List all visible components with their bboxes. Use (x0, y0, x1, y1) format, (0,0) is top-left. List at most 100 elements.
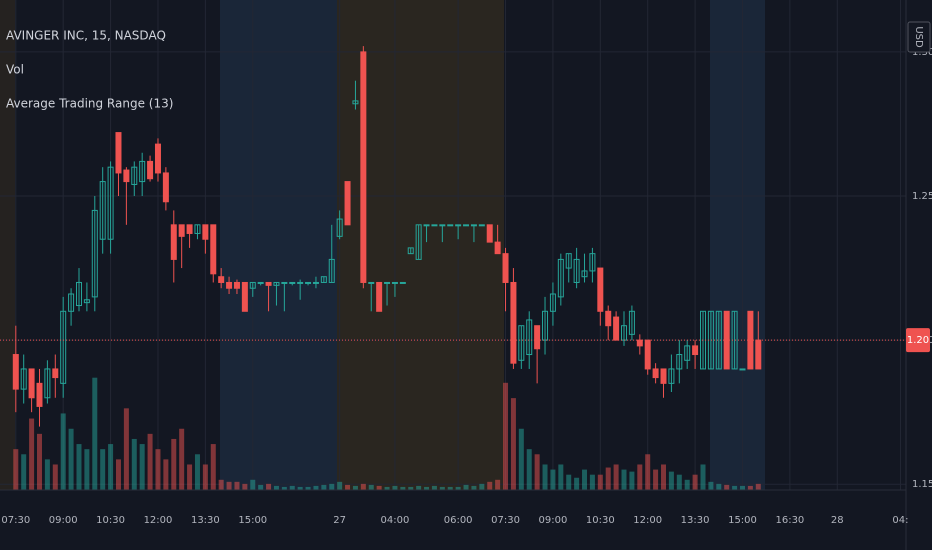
candle-body (139, 160, 146, 183)
volume-bar (684, 479, 690, 490)
volume-bar (400, 486, 406, 490)
y-tick-label: 1.25 (912, 191, 932, 202)
candle-body (684, 345, 691, 361)
candle-body (265, 281, 272, 286)
volume-bar (250, 479, 256, 490)
volume-bar (352, 485, 358, 490)
candle-body (312, 281, 319, 284)
volume-bar (139, 444, 145, 490)
volume-bar (76, 444, 82, 490)
candle-body (218, 276, 225, 283)
candle-body (628, 310, 635, 335)
volume-bar (29, 418, 35, 490)
candle-body (589, 253, 596, 272)
volume-bar (479, 483, 485, 490)
volume-bar (131, 438, 137, 490)
candle-body (542, 310, 549, 341)
volume-bar (163, 459, 169, 490)
candle-body (455, 224, 462, 227)
volume-bar (542, 464, 548, 490)
candle-body (28, 368, 35, 399)
candle-body (210, 224, 217, 275)
currency-box[interactable] (907, 21, 931, 53)
volume-bar (621, 469, 627, 490)
volume-bar (503, 382, 509, 490)
x-tick-label: 04: (892, 515, 908, 526)
volume-bar (376, 485, 382, 490)
y-tick-label: 1.15 (912, 479, 932, 490)
volume-bar (653, 469, 659, 490)
volume-bar (281, 486, 287, 490)
volume-bar (187, 464, 193, 490)
candle-body (534, 325, 541, 350)
candle-body (194, 224, 201, 234)
candle-body (131, 166, 138, 185)
candle-body (447, 224, 454, 227)
last-price-label: 1.20 (907, 335, 929, 346)
candle-body (431, 224, 438, 227)
candle-body (376, 281, 383, 312)
x-tick-label: 28 (831, 515, 844, 526)
volume-bar (755, 483, 761, 490)
volume (13, 377, 761, 490)
volume-bar (526, 449, 532, 490)
volume-bar (273, 485, 279, 490)
x-tick-label: 13:30 (191, 515, 220, 526)
volume-bar (613, 464, 619, 490)
volume-bar (210, 444, 216, 490)
volume-bar (447, 486, 453, 490)
candle-body (415, 224, 422, 260)
axes: 1.151.201.251.3007:3009:0010:3012:0013:3… (0, 47, 932, 526)
volume-bar (495, 479, 501, 490)
volume-bar (732, 485, 738, 490)
volume-bar (297, 486, 303, 490)
candle-body (60, 310, 67, 384)
x-tick-label: 07:30 (1, 515, 30, 526)
volume-bar (194, 454, 200, 490)
candle-body (186, 224, 193, 234)
volume-bar (321, 484, 327, 490)
candle-body (162, 172, 169, 203)
volume-bar (747, 485, 753, 490)
candle-body (226, 281, 233, 289)
candle-body (320, 276, 327, 283)
candle-body (83, 299, 90, 304)
volume-bar (108, 444, 114, 490)
candle-body (660, 368, 667, 384)
volume-bar (510, 398, 516, 490)
volume-bar (629, 471, 635, 490)
volume-bar (392, 485, 398, 490)
candle-body (123, 169, 130, 183)
volume-bar (471, 485, 477, 490)
volume-bar (345, 484, 351, 490)
candle-body (668, 368, 675, 384)
candle-body (368, 281, 375, 284)
volume-bar (92, 377, 98, 490)
candle-body (257, 281, 264, 284)
candle-body (676, 354, 683, 370)
candle-body (526, 319, 533, 356)
volume-bar (692, 474, 698, 490)
volume-bar (84, 449, 90, 490)
candle-body (289, 281, 296, 284)
volume-bar (313, 485, 319, 490)
candle-body (715, 310, 722, 370)
session-band (0, 0, 15, 490)
volume-bar (155, 449, 161, 490)
candle-body (36, 382, 43, 407)
candle-body (107, 166, 114, 240)
volume-bar (558, 464, 564, 490)
x-tick-label: 06:00 (444, 515, 473, 526)
candle-body (233, 281, 240, 289)
volume-bar (724, 484, 730, 490)
volume-bar (463, 484, 469, 490)
x-tick-label: 15:00 (238, 515, 267, 526)
candle-body (249, 281, 256, 289)
candle-body (391, 281, 398, 284)
volume-bar (408, 486, 414, 490)
candle-body (352, 100, 359, 105)
volume-bar (645, 454, 651, 490)
volume-bar (368, 484, 374, 490)
volume-bar (487, 481, 493, 490)
